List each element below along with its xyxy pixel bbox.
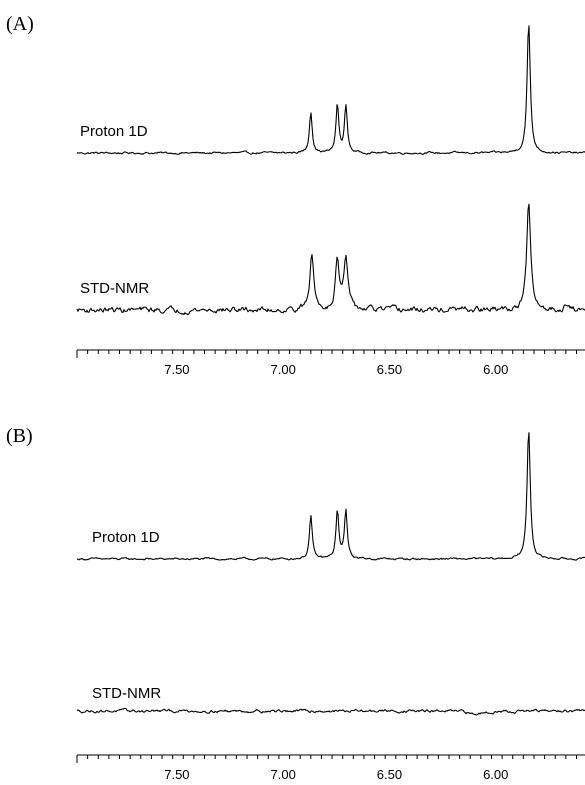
tick-label: 7.50 [164,362,189,377]
panel-b-label: (B) [6,425,33,447]
tick-label: 7.00 [271,767,296,782]
panel-a-std-nmr-trace [76,203,585,316]
panel-b: (B) Proton 1D STD-NMR 7.50 7.00 6.50 6.00 [6,425,585,782]
panel-b-proton-1d-trace [76,432,585,561]
tick-label: 6.50 [377,767,402,782]
panel-a-std-nmr-label: STD-NMR [80,280,149,297]
panel-a: (A) Proton 1D STD-NMR 7.50 7.00 6.50 6.00 [6,13,585,377]
panel-a-label: (A) [6,13,34,35]
tick-label: 6.00 [483,767,508,782]
panel-b-ppm-axis: 7.50 7.00 6.50 6.00 [76,754,585,782]
tick-label: 7.00 [271,362,296,377]
tick-label: 6.00 [483,362,508,377]
panel-a-proton-1d-label: Proton 1D [80,123,148,140]
tick-label: 6.50 [377,362,402,377]
panel-a-ppm-axis: 7.50 7.00 6.50 6.00 [76,349,585,377]
panel-b-std-nmr-label: STD-NMR [92,685,161,702]
tick-label: 7.50 [164,767,189,782]
panel-a-proton-1d-trace [76,25,585,156]
panel-b-std-nmr-trace [76,707,585,716]
panel-b-proton-1d-label: Proton 1D [92,529,160,546]
